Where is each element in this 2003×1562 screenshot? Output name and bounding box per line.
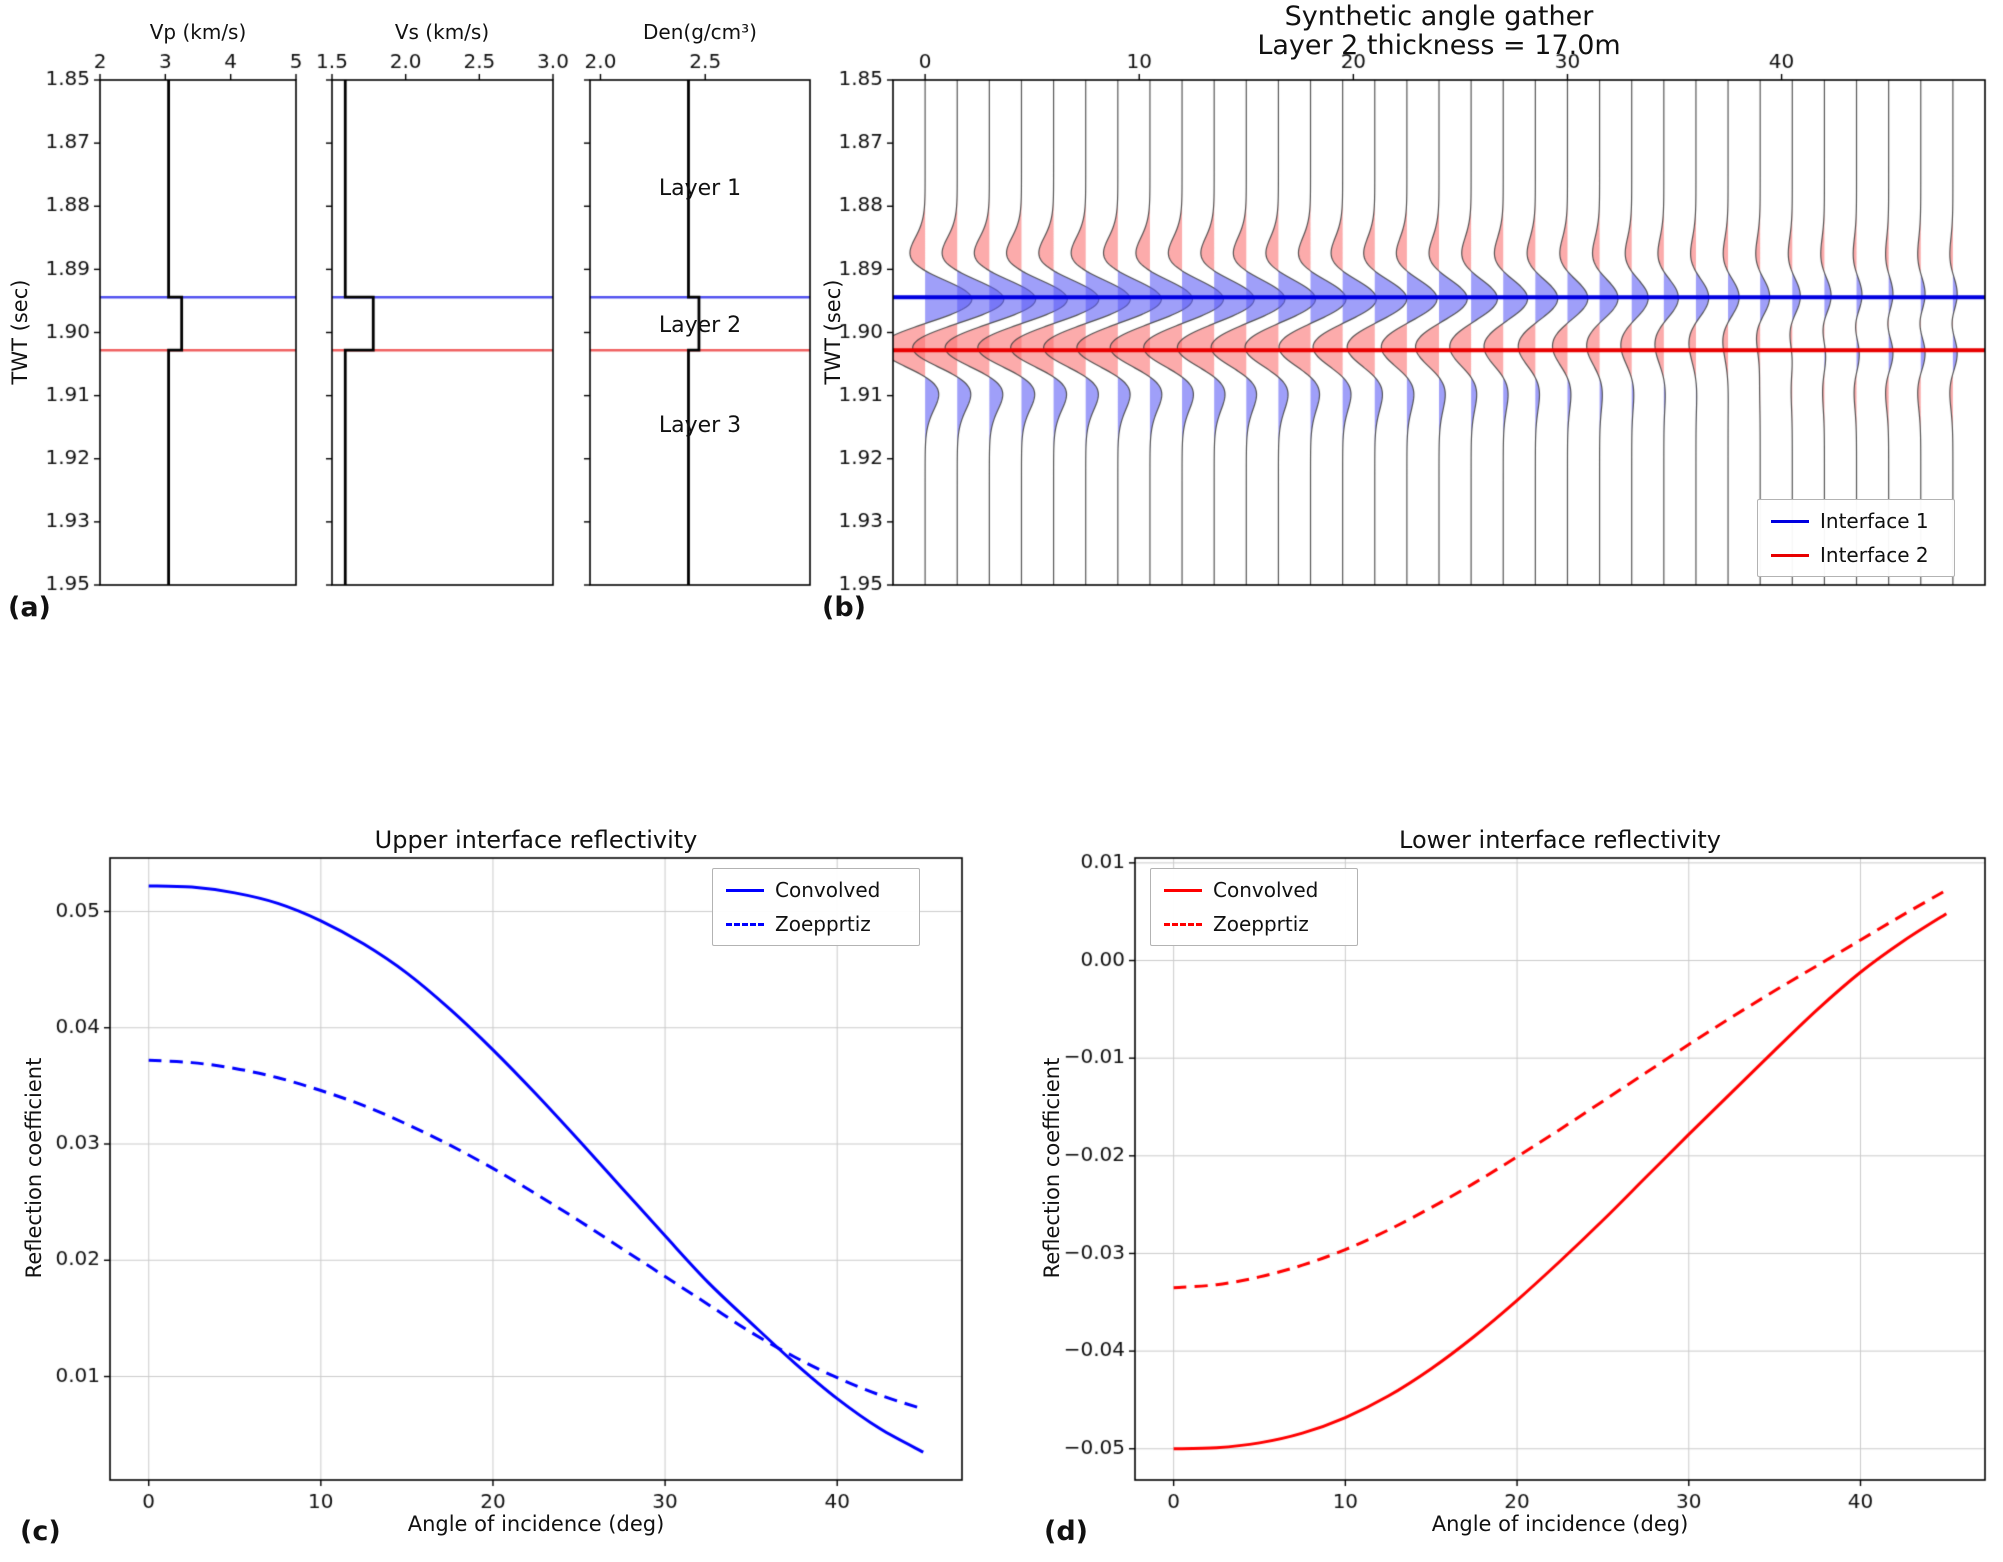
twt-axis-label-a: TWT (sec) [8, 279, 32, 385]
twt-axis-label-b: TWT (sec) [821, 279, 845, 385]
interface-2-legend-label: Interface 2 [1820, 543, 1929, 567]
layer-2-label: Layer 2 [658, 313, 742, 338]
legend-row-zoeppritz-lower: Zoepprtiz [1164, 912, 1344, 936]
interface-2-line-swatch [1771, 553, 1809, 557]
interface-1-line-swatch [1771, 519, 1809, 523]
zoeppritz-line-swatch-lower [1164, 922, 1202, 926]
vs-axis-title: Vs (km/s) [394, 20, 490, 44]
panel-label-c: (c) [20, 1516, 61, 1547]
upper-legend: Convolved Zoepprtiz [712, 868, 920, 946]
lower-reflectivity-title: Lower interface reflectivity [1399, 826, 1721, 854]
panel-label-a: (a) [8, 592, 51, 623]
den-axis-title: Den(g/cm³) [643, 20, 757, 44]
gather-legend: Interface 1 Interface 2 [1757, 499, 1955, 577]
gather-title-line1: Synthetic angle gather [1284, 1, 1594, 32]
zoeppritz-line-swatch-upper [726, 922, 764, 926]
panel-label-b: (b) [822, 592, 867, 623]
convolved-legend-label-lower: Convolved [1213, 878, 1319, 902]
layer-3-label: Layer 3 [658, 413, 742, 438]
lower-angle-xlabel: Angle of incidence (deg) [1431, 1512, 1689, 1536]
lower-reflection-ylabel: Reflection coefficient [1040, 1057, 1064, 1279]
gather-title-line2: Layer 2 thickness = 17.0m [1257, 30, 1621, 61]
legend-row-convolved-lower: Convolved [1164, 878, 1344, 902]
panel-label-d: (d) [1044, 1516, 1089, 1547]
zoeppritz-legend-label-upper: Zoepprtiz [775, 912, 871, 936]
upper-reflection-ylabel: Reflection coefficient [22, 1057, 46, 1279]
legend-row-zoeppritz-upper: Zoepprtiz [726, 912, 906, 936]
zoeppritz-legend-label-lower: Zoepprtiz [1213, 912, 1309, 936]
upper-reflectivity-title: Upper interface reflectivity [374, 826, 698, 854]
legend-row-interface-1: Interface 1 [1771, 509, 1941, 533]
layer-1-label: Layer 1 [658, 176, 742, 201]
vp-axis-title: Vp (km/s) [149, 20, 247, 44]
interface-1-legend-label: Interface 1 [1820, 509, 1929, 533]
legend-row-interface-2: Interface 2 [1771, 543, 1941, 567]
upper-angle-xlabel: Angle of incidence (deg) [407, 1512, 665, 1536]
lower-legend: Convolved Zoepprtiz [1150, 868, 1358, 946]
convolved-line-swatch-lower [1164, 888, 1202, 892]
legend-row-convolved-upper: Convolved [726, 878, 906, 902]
convolved-line-swatch-upper [726, 888, 764, 892]
convolved-legend-label-upper: Convolved [775, 878, 881, 902]
